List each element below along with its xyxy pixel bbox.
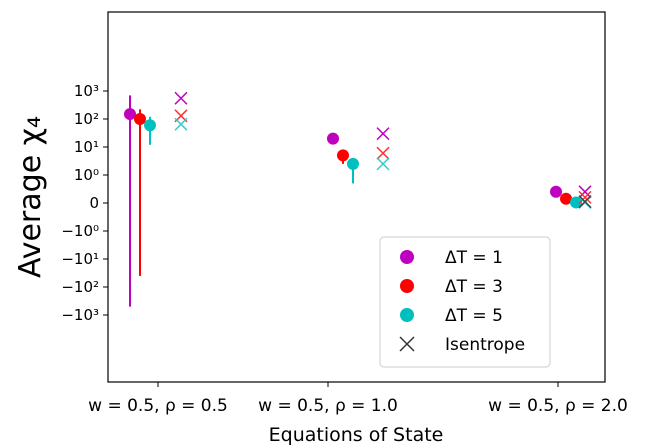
y-tick-label: 10¹ bbox=[74, 138, 99, 156]
isentrope-marker bbox=[174, 91, 188, 105]
marker-stroke bbox=[578, 190, 592, 204]
legend-marker bbox=[400, 308, 414, 322]
marker-stroke bbox=[376, 127, 390, 141]
y-tick-label: −10³ bbox=[61, 306, 99, 324]
marker-stroke bbox=[578, 185, 592, 199]
legend-label: ΔT = 1 bbox=[445, 248, 503, 268]
legend-marker bbox=[400, 279, 414, 293]
data-point bbox=[570, 196, 582, 209]
data-point bbox=[144, 119, 156, 132]
y-tick-label: 10³ bbox=[74, 82, 99, 100]
legend-label: Isentrope bbox=[445, 335, 525, 355]
y-tick-label: −10¹ bbox=[61, 250, 99, 268]
data-marks bbox=[124, 91, 592, 307]
y-axis: 10³ 10² 10¹ 10⁰ 0 −10⁰ −10¹ −10² −10³ bbox=[61, 82, 108, 324]
x-axis: w = 0.5, ρ = 0.5 w = 0.5, ρ = 1.0 w = 0.5,… bbox=[88, 382, 628, 416]
x-axis-title: Equations of State bbox=[269, 424, 444, 446]
x-tick-label: w = 0.5, ρ = 2.0 bbox=[488, 396, 628, 416]
isentrope-marker bbox=[174, 117, 188, 131]
legend-marker bbox=[399, 336, 415, 352]
y-tick-label: 0 bbox=[89, 194, 99, 212]
data-point bbox=[327, 132, 339, 145]
legend-items: ΔT = 1 ΔT = 3 ΔT = 5 Isentrope bbox=[399, 248, 525, 355]
isentrope-marker bbox=[578, 190, 592, 204]
isentrope-marker bbox=[578, 185, 592, 199]
marker-stroke bbox=[399, 336, 415, 352]
isentrope-marker bbox=[578, 195, 592, 209]
marker-stroke bbox=[578, 195, 592, 209]
marker-stroke bbox=[376, 146, 390, 160]
x-tick-label: w = 0.5, ρ = 1.0 bbox=[258, 396, 398, 416]
y-tick-label: 10⁰ bbox=[74, 166, 99, 184]
data-point bbox=[134, 113, 146, 125]
legend: ΔT = 1 ΔT = 3 ΔT = 5 Isentrope bbox=[379, 236, 551, 368]
y-tick-label: −10² bbox=[61, 278, 99, 296]
data-point bbox=[560, 192, 572, 205]
legend-label: ΔT = 5 bbox=[445, 306, 503, 326]
y-tick-label: −10⁰ bbox=[61, 222, 99, 240]
data-point bbox=[337, 149, 349, 162]
legend-marker bbox=[400, 250, 414, 264]
isentrope-marker bbox=[376, 157, 390, 171]
legend-box bbox=[379, 236, 551, 368]
marker-stroke bbox=[174, 117, 188, 131]
isentrope-marker bbox=[376, 127, 390, 141]
data-point bbox=[124, 108, 136, 121]
y-tick-label: 10² bbox=[74, 110, 99, 128]
marker-stroke bbox=[174, 91, 188, 105]
data-point bbox=[550, 185, 562, 198]
legend-label: ΔT = 3 bbox=[445, 277, 503, 297]
y-axis-title: Average χ₄ bbox=[13, 116, 48, 278]
x-tick-label: w = 0.5, ρ = 0.5 bbox=[88, 396, 228, 416]
data-point bbox=[347, 157, 359, 170]
isentrope-marker bbox=[376, 146, 390, 160]
marker-stroke bbox=[376, 157, 390, 171]
